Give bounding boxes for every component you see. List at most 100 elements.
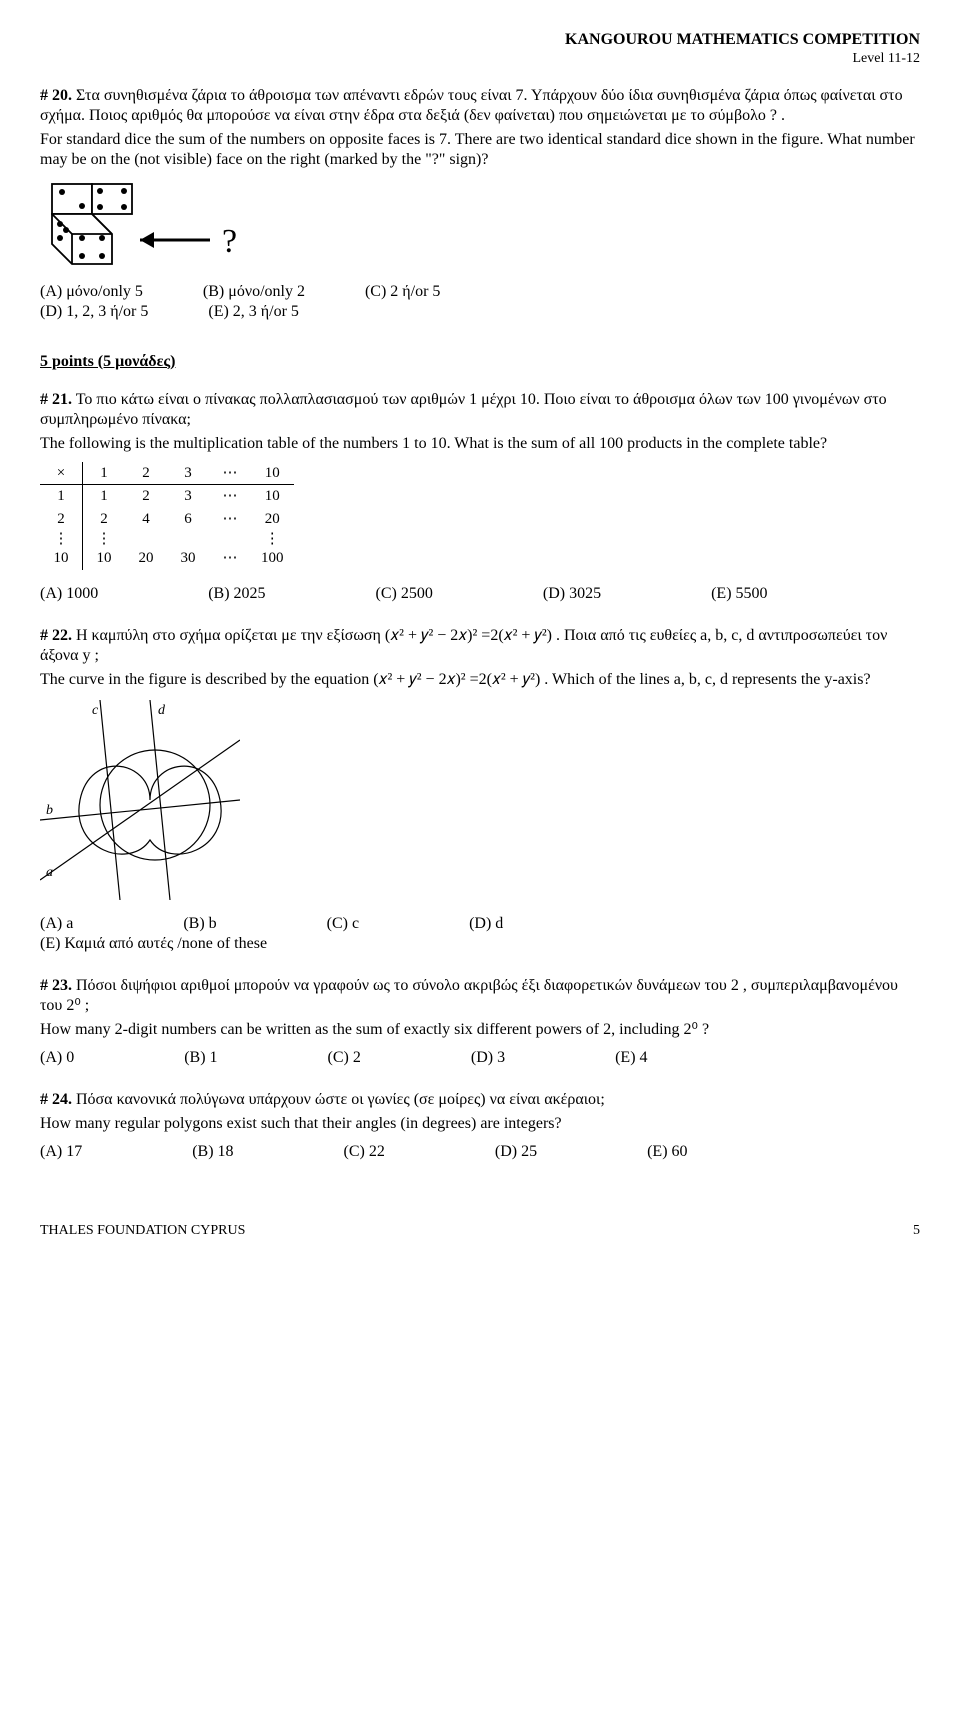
q21-opt-a: (A) 1000: [40, 584, 98, 604]
q21-opt-b: (B) 2025: [208, 584, 265, 604]
table-cell: [209, 531, 251, 547]
header-title: KANGOUROU MATHEMATICS COMPETITION: [40, 30, 920, 50]
q22-text-en: The curve in the figure is described by …: [40, 670, 920, 690]
q24-opt-b: (B) 18: [192, 1142, 233, 1162]
table-cell: ⋯: [209, 547, 251, 570]
q24-options: (A) 17 (B) 18 (C) 22 (D) 25 (E) 60: [40, 1142, 920, 1162]
table-cell: 2: [40, 508, 83, 531]
q20-opt-c: (C) 2 ή/or 5: [365, 282, 440, 302]
q21-table: × 1 2 3 ⋯ 10 1 1 2 3 ⋯ 10 2 2 4 6 ⋯ 20 ⋮…: [40, 462, 294, 570]
table-cell: 10: [83, 547, 126, 570]
table-cell: 2: [125, 485, 167, 508]
table-cell: 3: [167, 462, 209, 485]
q22-opt-b: (B) b: [183, 914, 216, 934]
q20-greek: Στα συνηθισμένα ζάρια το άθροισμα των απ…: [40, 87, 903, 124]
q23-opt-c: (C) 2: [328, 1048, 361, 1068]
table-cell: ⋯: [209, 508, 251, 531]
q24-opt-d: (D) 25: [495, 1142, 537, 1162]
q23-opt-e: (E) 4: [615, 1048, 647, 1068]
q20-opt-a: (A) μόνο/only 5: [40, 282, 143, 302]
q20-text: # 20. Στα συνηθισμένα ζάρια το άθροισμα …: [40, 86, 920, 126]
q24-opt-e: (E) 60: [647, 1142, 687, 1162]
table-cell: 6: [167, 508, 209, 531]
svg-text:d: d: [158, 703, 166, 718]
footer-org: THALES FOUNDATION CYPRUS: [40, 1222, 245, 1240]
question-20: # 20. Στα συνηθισμένα ζάρια το άθροισμα …: [40, 86, 920, 322]
question-22: # 22. Η καμπύλη στο σχήμα ορίζεται με τη…: [40, 626, 920, 954]
page-number: 5: [913, 1222, 920, 1240]
q22-opt-a: (A) a: [40, 914, 73, 934]
table-cell: [125, 531, 167, 547]
q22-eq2: (𝑥² + 𝑦² − 2𝑥)² =2(𝑥² + 𝑦²): [373, 671, 540, 688]
table-cell: 20: [125, 547, 167, 570]
table-cell: 2: [125, 462, 167, 485]
q20-english: For standard dice the sum of the numbers…: [40, 130, 920, 170]
q22-opt-d: (D) d: [469, 914, 503, 934]
q21-options: (A) 1000 (B) 2025 (C) 2500 (D) 3025 (E) …: [40, 584, 920, 604]
table-cell: ⋮: [83, 531, 126, 547]
q20-num: # 20.: [40, 87, 72, 104]
q23-opt-b: (B) 1: [184, 1048, 217, 1068]
q24-opt-a: (A) 17: [40, 1142, 82, 1162]
table-cell: 2: [83, 508, 126, 531]
q20-options: (A) μόνο/only 5 (B) μόνο/only 2 (C) 2 ή/…: [40, 282, 920, 322]
q23-greek: Πόσοι διψήφιοι αριθμοί μπορούν να γραφού…: [40, 977, 898, 1014]
q21-english: The following is the multiplication tabl…: [40, 434, 920, 454]
question-23: # 23. Πόσοι διψήφιοι αριθμοί μπορούν να …: [40, 976, 920, 1068]
table-cell: 30: [167, 547, 209, 570]
q22-opt-c: (C) c: [327, 914, 359, 934]
question-21: # 21. Το πιο κάτω είναι ο πίνακας πολλαπ…: [40, 390, 920, 604]
question-24: # 24. Πόσα κανονικά πολύγωνα υπάρχουν ώσ…: [40, 1090, 920, 1162]
q20-dice-figure: ?: [40, 180, 920, 268]
table-cell: ⋯: [209, 462, 251, 485]
q24-opt-c: (C) 22: [344, 1142, 385, 1162]
q22-en1: The curve in the figure is described by …: [40, 671, 373, 688]
q21-text: # 21. Το πιο κάτω είναι ο πίνακας πολλαπ…: [40, 390, 920, 430]
q21-greek: Το πιο κάτω είναι ο πίνακας πολλαπλασιασ…: [40, 391, 887, 428]
table-cell: 1: [83, 462, 126, 485]
table-cell: [167, 531, 209, 547]
header-level: Level 11-12: [40, 50, 920, 68]
q22-en2: . Which of the lines a, b, c, d represen…: [544, 671, 870, 688]
footer: THALES FOUNDATION CYPRUS 5: [40, 1222, 920, 1240]
q23-opt-d: (D) 3: [471, 1048, 505, 1068]
svg-text:?: ?: [222, 223, 237, 260]
q23-english: How many 2-digit numbers can be written …: [40, 1020, 920, 1040]
q24-num: # 24.: [40, 1091, 72, 1108]
table-cell: 10: [251, 462, 294, 485]
section-5pts: 5 points (5 μονάδες): [40, 352, 920, 372]
q22-eq1: (𝑥² + 𝑦² − 2𝑥)² =2(𝑥² + 𝑦²): [385, 627, 552, 644]
q24-english: How many regular polygons exist such tha…: [40, 1114, 920, 1134]
q24-text: # 24. Πόσα κανονικά πολύγωνα υπάρχουν ώσ…: [40, 1090, 920, 1110]
q23-opt-a: (A) 0: [40, 1048, 74, 1068]
q22-num: # 22.: [40, 627, 72, 644]
q20-opt-b: (B) μόνο/only 2: [203, 282, 305, 302]
q20-opt-e: (E) 2, 3 ή/or 5: [208, 302, 299, 322]
q20-opt-d: (D) 1, 2, 3 ή/or 5: [40, 302, 148, 322]
table-cell: 1: [83, 485, 126, 508]
q22-gr1: Η καμπύλη στο σχήμα ορίζεται με την εξίσ…: [76, 627, 385, 644]
svg-text:b: b: [46, 803, 53, 818]
table-cell: 20: [251, 508, 294, 531]
q21-opt-d: (D) 3025: [543, 584, 601, 604]
table-cell: 10: [251, 485, 294, 508]
table-cell: ⋯: [209, 485, 251, 508]
q22-opt-e: (E) Καμιά από αυτές /none of these: [40, 934, 267, 954]
table-cell: ⋮: [251, 531, 294, 547]
table-cell: 100: [251, 547, 294, 570]
table-cell: 4: [125, 508, 167, 531]
table-cell: ⋮: [40, 531, 83, 547]
q21-opt-e: (E) 5500: [711, 584, 767, 604]
q24-greek: Πόσα κανονικά πολύγωνα υπάρχουν ώστε οι …: [76, 1091, 605, 1108]
table-cell: ×: [40, 462, 83, 485]
q23-text: # 23. Πόσοι διψήφιοι αριθμοί μπορούν να …: [40, 976, 920, 1016]
table-cell: 1: [40, 485, 83, 508]
q21-num: # 21.: [40, 391, 72, 408]
svg-text:a: a: [46, 865, 53, 880]
q23-options: (A) 0 (B) 1 (C) 2 (D) 3 (E) 4: [40, 1048, 920, 1068]
table-cell: 10: [40, 547, 83, 570]
q22-options: (A) a (B) b (C) c (D) d (E) Καμιά από αυ…: [40, 914, 920, 954]
q21-opt-c: (C) 2500: [376, 584, 433, 604]
q22-text-gr: # 22. Η καμπύλη στο σχήμα ορίζεται με τη…: [40, 626, 920, 666]
q22-curve-figure: a b c d: [40, 700, 920, 900]
